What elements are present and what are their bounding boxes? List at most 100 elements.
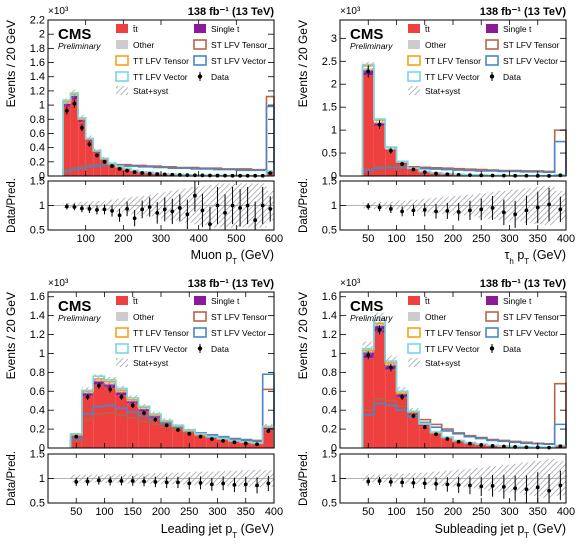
ratio-point [74, 480, 79, 484]
y-axis: 0 0.2 0.4 0.6 0.8 1 1.2 1.4 1.6 1.8 2 2.2 [30, 15, 274, 183]
ratio-point [96, 478, 101, 483]
ratio-point [434, 481, 438, 486]
y-tick-label: 1.4 [30, 310, 45, 322]
ratio-point [155, 210, 160, 215]
legend-swatch-stat-syst [408, 358, 420, 367]
x-tick-label: 200 [444, 233, 462, 245]
ratio-point [198, 481, 203, 485]
x-axis-label: Muon pT (GeV) [191, 248, 274, 266]
legend-label-data: Data [503, 344, 521, 354]
y-tick-label: 0.6 [322, 386, 337, 398]
ratio-point [558, 207, 563, 212]
chart-panel-1: 0 0.2 0.4 0.6 0.8 1 1.2 1.4 1.6 1.8 2 2.2 100 200 300 4… [4, 6, 283, 266]
data-point [232, 440, 237, 445]
y-tick-label: 2.5 [322, 56, 337, 68]
ratio-point [72, 205, 77, 209]
ratio-point [490, 206, 495, 210]
y-tick-label: 1.6 [30, 57, 45, 69]
ratio-point [95, 208, 99, 212]
data-point [193, 173, 197, 178]
data-point [142, 411, 146, 415]
bar-ttbar [115, 395, 128, 448]
y-tick-label: 1.2 [322, 329, 337, 341]
legend-swatch-tt-vector [115, 343, 129, 354]
legend-label-data: Data [211, 344, 229, 354]
y-scale-exponent: ×10³ [48, 6, 69, 17]
legend-swatch-ttbar [408, 296, 420, 305]
y-tick-label: 1.4 [322, 310, 337, 322]
y-axis: 0 0.2 0.4 0.6 0.8 1 1.2 1.4 1.6 [30, 291, 274, 455]
bar-ttbar [385, 369, 397, 448]
preliminary-label: Preliminary [58, 41, 101, 51]
data-point [130, 403, 135, 408]
data-point [268, 171, 273, 176]
ratio-y-tick-label: 1.5 [30, 449, 45, 461]
legend-label-tt-tensor: TT LFV Tensor [425, 56, 481, 66]
ratio-point [513, 486, 518, 491]
bar-ttbar [228, 441, 241, 448]
bar-ttbar [419, 426, 431, 448]
data-point [74, 434, 79, 439]
bar-ttbar [194, 435, 207, 448]
ratio-point [185, 212, 190, 217]
cms-logo-text: CMS [58, 26, 91, 43]
legend: t̄t Single t Other ST LFV Tensor TT LFV Tens… [407, 296, 560, 368]
preliminary-label: Preliminary [350, 41, 393, 51]
data-point [221, 439, 226, 443]
legend: t̄t Single t Other ST LFV Tensor TT LFV Tens… [115, 296, 268, 368]
legend-swatch-st-tensor [193, 311, 207, 322]
signal-line-st-tensor [62, 95, 275, 176]
legend-swatch-st-vector [193, 55, 207, 66]
data-point [558, 444, 563, 449]
ratio-y-tick-label: 1 [331, 473, 337, 485]
bar-ttbar [453, 441, 465, 448]
y-tick-label: 0 [39, 443, 45, 455]
y-tick-label: 1.4 [30, 71, 45, 83]
legend-label-single-t: Single t [211, 24, 240, 34]
ratio-point [547, 202, 551, 207]
ratio-point [513, 212, 518, 217]
bar-ttbar [206, 437, 218, 448]
y-tick-label: 1 [39, 100, 45, 112]
ratio-point [80, 206, 84, 211]
data-point [366, 353, 371, 358]
ratio-point [501, 484, 506, 489]
data-point [176, 428, 180, 432]
legend-label-st-tensor: ST LFV Tensor [211, 40, 268, 50]
ratio-point [147, 205, 152, 209]
band-bin [138, 404, 150, 413]
ratio-y-tick-label: 1 [39, 200, 45, 212]
ratio-point [193, 193, 197, 198]
y-tick-label: 1.6 [322, 291, 337, 303]
bar-ttbar [441, 438, 453, 448]
data-point [162, 172, 167, 177]
data-point [434, 171, 438, 176]
y-tick-label: 0.8 [30, 114, 45, 126]
y-tick-label: 2.2 [30, 15, 45, 27]
y-tick-label: 1.5 [322, 102, 337, 114]
legend-label-single-t: Single t [211, 296, 240, 306]
ratio-point [434, 209, 438, 214]
legend-swatch-single-t [486, 296, 498, 305]
x-tick-label: 300 [500, 506, 518, 518]
x-tick-label: 100 [387, 506, 405, 518]
ratio-point [110, 208, 114, 213]
bar-ttbar [262, 429, 274, 448]
x-tick-label: 350 [237, 506, 255, 518]
x-axis-label: Leading jet pT (GeV) [161, 522, 274, 540]
legend-label-ttbar: t̄t [424, 24, 430, 34]
x-tick-label: 100 [95, 506, 113, 518]
ratio-point [200, 208, 205, 213]
x-tick-label: 200 [114, 233, 132, 245]
ratio-point [377, 205, 382, 210]
preliminary-label: Preliminary [350, 313, 393, 323]
ratio-y-tick-label: 1 [331, 200, 337, 212]
legend-swatch-stat-syst [116, 358, 128, 367]
ratio-point [468, 208, 472, 213]
data-point [200, 173, 205, 178]
x-tick-label: 150 [416, 233, 434, 245]
y-tick-label: 0.5 [322, 148, 337, 160]
x-tick-label: 400 [557, 506, 575, 518]
ratio-point [132, 216, 137, 221]
